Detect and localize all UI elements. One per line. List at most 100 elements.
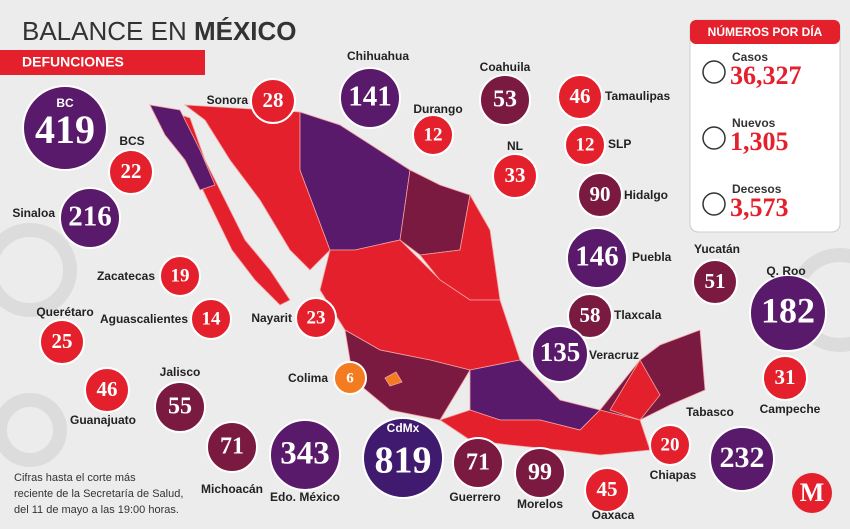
subtitle-bar	[0, 50, 205, 75]
state-circle	[339, 67, 401, 129]
state-value: 31	[775, 365, 796, 389]
state-value: 135	[540, 337, 581, 367]
state-circle	[566, 227, 628, 289]
logo-circle	[792, 473, 832, 513]
state-circle	[59, 187, 121, 249]
state-circle	[190, 298, 232, 340]
state-circle	[557, 74, 603, 120]
state-name: CdMx	[387, 421, 420, 435]
state-value: 20	[661, 434, 680, 455]
state-value: 58	[580, 303, 601, 327]
state-value: 46	[97, 377, 118, 401]
state-value: 6	[346, 370, 354, 386]
state-name: Guanajuato	[70, 413, 136, 427]
state-name: Chiapas	[650, 468, 697, 482]
state-value: 182	[761, 290, 815, 330]
state-circle	[412, 114, 454, 156]
state-name: Aguascalientes	[100, 312, 188, 326]
panel-value: 36,327	[730, 61, 802, 90]
state-circle	[709, 426, 775, 492]
state-value: 23	[307, 307, 326, 328]
footnote-line: del 11 de mayo a las 19:00 horas.	[14, 504, 179, 516]
state-circle	[108, 149, 154, 195]
state-value: 141	[348, 81, 392, 113]
state-circle	[692, 259, 738, 305]
state-name: Sonora	[207, 93, 249, 107]
state-name: Edo. México	[270, 490, 340, 504]
state-value: 51	[705, 269, 726, 293]
panel-icon	[702, 126, 726, 150]
title: BALANCE EN MÉXICO	[22, 16, 297, 46]
state-value: 12	[576, 134, 595, 155]
state-name: Tabasco	[686, 405, 734, 419]
state-circle	[452, 437, 504, 489]
panel-label: Decesos	[732, 182, 782, 196]
state-name: Puebla	[632, 250, 672, 264]
state-value: 232	[720, 441, 765, 474]
state-value: 99	[528, 460, 552, 486]
title-prefix: BALANCE EN	[22, 16, 187, 46]
state-name: SLP	[608, 137, 631, 151]
state-circle	[649, 424, 691, 466]
state-name: Michoacán	[201, 482, 263, 496]
logo: M	[800, 478, 825, 507]
state-value: 22	[121, 159, 142, 183]
footnote-line: Cifras hasta el corte más	[14, 472, 136, 484]
state-value: 45	[597, 477, 618, 501]
state-circle	[154, 381, 206, 433]
state-value: 71	[220, 434, 244, 460]
state-circle	[250, 78, 296, 124]
footnote: Cifras hasta el corte más reciente de la …	[14, 472, 183, 516]
state-name: Chihuahua	[347, 49, 409, 63]
state-circle	[206, 421, 258, 473]
state-value: 12	[424, 124, 443, 145]
state-value: 28	[263, 88, 284, 112]
state-name: Yucatán	[694, 242, 740, 256]
state-name: Nayarit	[251, 311, 292, 325]
state-value: 25	[52, 329, 73, 353]
state-circle	[39, 319, 85, 365]
state-name: Tlaxcala	[614, 308, 662, 322]
state-name: Querétaro	[36, 305, 93, 319]
state-name: BCS	[119, 134, 144, 148]
panel-icon	[702, 60, 726, 84]
state-circle	[479, 74, 531, 126]
state-name: Hidalgo	[624, 188, 668, 202]
state-circle	[492, 153, 538, 199]
state-value: 14	[202, 308, 222, 329]
state-value: 146	[575, 241, 619, 273]
state-name: Sinaloa	[12, 206, 55, 220]
state-name: Morelos	[517, 497, 563, 511]
state-name: Q. Roo	[766, 264, 805, 278]
state-circle	[269, 419, 341, 491]
state-circle	[362, 417, 444, 499]
state-name: Coahuila	[480, 60, 531, 74]
state-name: Campeche	[760, 402, 821, 416]
panel-title: NÚMEROS POR DÍA	[708, 24, 823, 39]
state-name: Durango	[413, 102, 462, 116]
state-value: 46	[570, 84, 591, 108]
panel-header	[690, 20, 840, 44]
state-circle	[584, 467, 630, 513]
state-value: 19	[171, 265, 190, 286]
state-name: Oaxaca	[592, 508, 635, 522]
panel-value: 1,305	[730, 127, 789, 156]
subtitle: DEFUNCIONES	[22, 54, 124, 70]
state-value: 53	[493, 87, 517, 113]
map	[149, 104, 706, 456]
panel-icon	[702, 192, 726, 216]
state-circle	[577, 172, 623, 218]
state-name: BC	[56, 96, 74, 110]
title-bold: MÉXICO	[194, 16, 297, 46]
state-circle	[159, 255, 201, 297]
state-name: Zacatecas	[97, 269, 155, 283]
state-value: 343	[280, 436, 330, 472]
state-name: Guerrero	[449, 490, 500, 504]
state-circle	[84, 367, 130, 413]
state-circle	[567, 293, 613, 339]
state-circle	[762, 355, 808, 401]
panel-label: Casos	[732, 50, 768, 64]
state-circle	[749, 274, 827, 352]
state-value: 55	[168, 394, 192, 420]
